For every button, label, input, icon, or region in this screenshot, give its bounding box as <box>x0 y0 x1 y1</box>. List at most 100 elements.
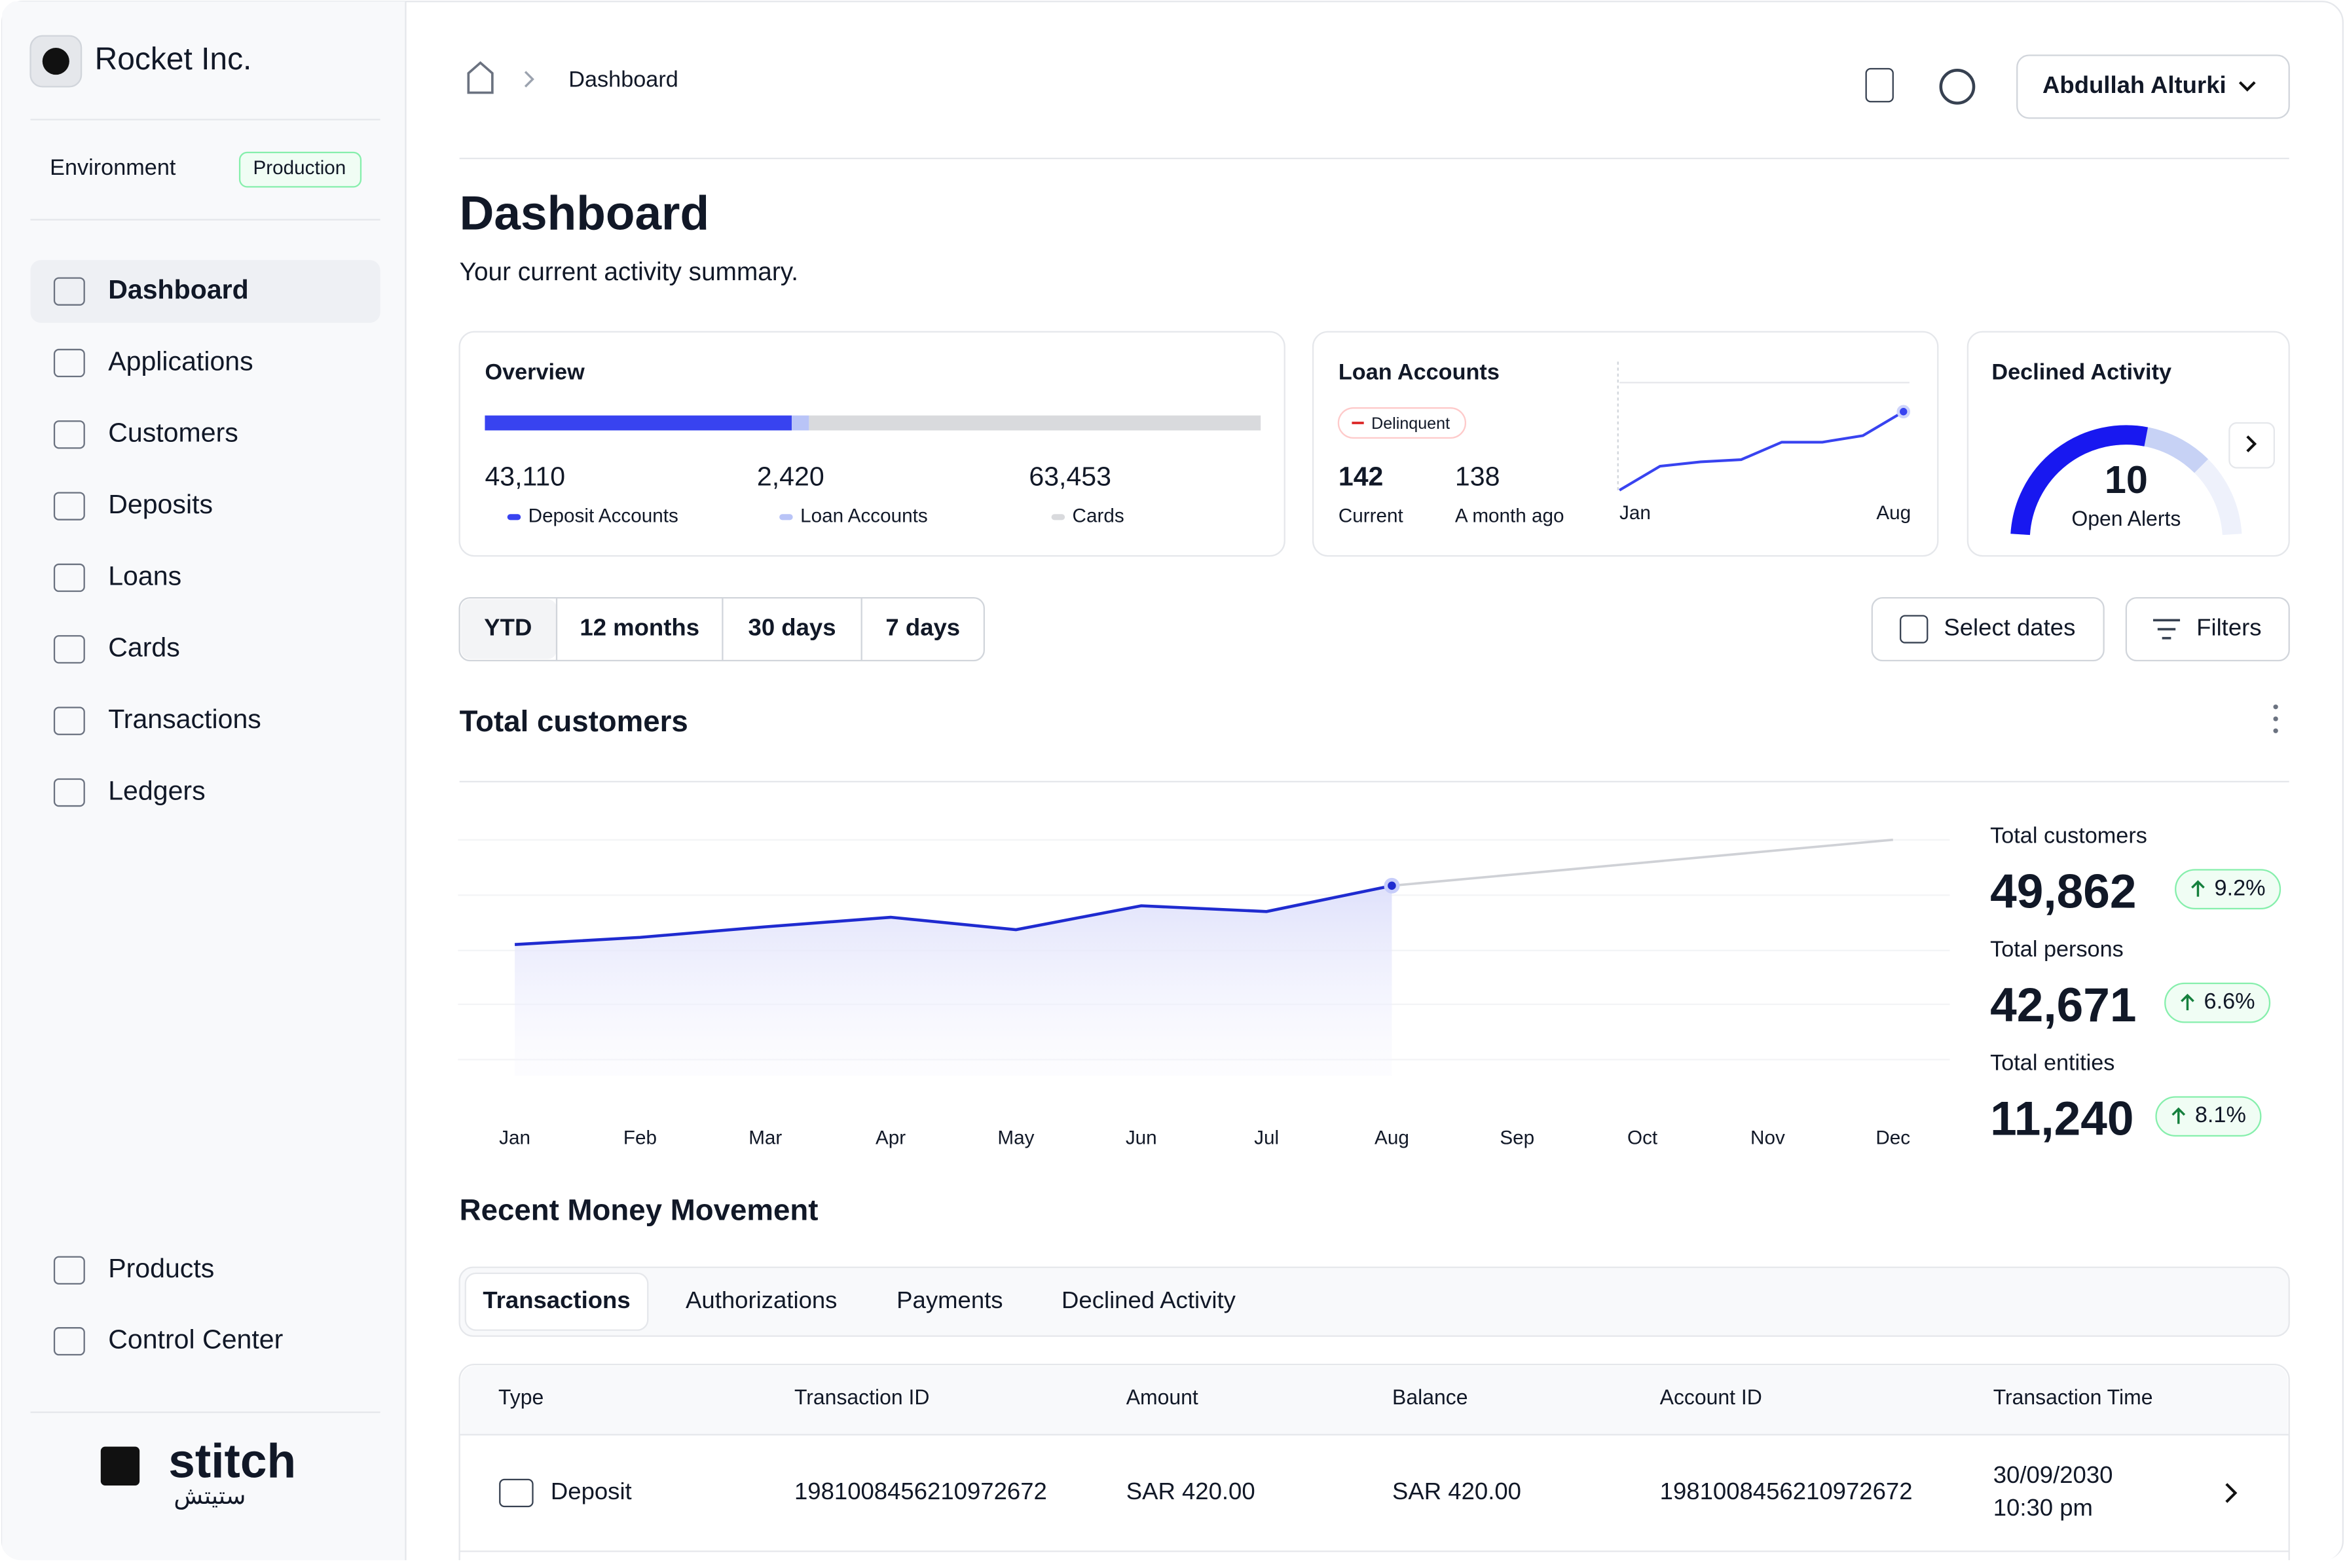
column-header: Transaction Time <box>1993 1385 2153 1409</box>
menu-dot <box>2273 704 2278 710</box>
bar-segment <box>792 415 809 431</box>
page-subtitle: Your current activity summary. <box>460 258 798 286</box>
gauge-value: 10 <box>2105 458 2148 501</box>
x-tick-label: Nov <box>1750 1127 1785 1148</box>
legend-dot <box>1051 514 1065 520</box>
nav-icon <box>53 492 85 520</box>
period-button[interactable]: 30 days <box>748 614 836 641</box>
tab[interactable]: Declined Activity <box>1062 1286 1236 1313</box>
help-icon[interactable] <box>1939 69 1976 105</box>
user-name: Abdullah Alturki <box>2042 71 2226 98</box>
nav-icon <box>53 635 85 664</box>
legend-label: Cards <box>1073 505 1124 527</box>
gauge-arc <box>2010 425 2148 536</box>
nav-item[interactable]: Deposits <box>108 489 213 519</box>
period-button[interactable]: YTD <box>484 614 532 641</box>
nav-item[interactable]: Applications <box>108 346 253 376</box>
legend-label: Loan Accounts <box>800 505 928 527</box>
nav-item[interactable]: Dashboard <box>108 274 249 304</box>
env-value: Production <box>253 157 346 179</box>
date-button[interactable] <box>1871 596 2105 662</box>
chevron <box>2238 81 2256 92</box>
table-head <box>460 1366 2288 1435</box>
nav-item[interactable]: Ledgers <box>108 775 205 805</box>
x-tick-label: May <box>997 1127 1034 1148</box>
row-chevron[interactable] <box>2225 1483 2238 1503</box>
stat-value: 42,671 <box>1990 979 2136 1032</box>
nav-item[interactable]: Products <box>108 1253 214 1283</box>
cell: 1981008456210972672 <box>1660 1478 1913 1504</box>
nav-active <box>30 260 380 323</box>
logo-dot <box>42 48 69 75</box>
label: Declined Activity <box>1991 360 2171 385</box>
label: A month ago <box>1455 505 1564 527</box>
chevron <box>2246 435 2257 452</box>
nav-item[interactable]: Customers <box>108 418 238 448</box>
value: 43,110 <box>485 461 565 491</box>
label: Open Alerts <box>2071 507 2181 530</box>
x-tick-label: Jul <box>1254 1127 1279 1148</box>
stat-label: Total persons <box>1990 937 2124 962</box>
cell: SAR 420.00 <box>1126 1478 1255 1504</box>
home-icon <box>467 61 494 94</box>
legend-label: Deposit Accounts <box>528 505 678 527</box>
calendar-icon <box>1900 615 1929 644</box>
x-tick-label: Feb <box>623 1127 657 1148</box>
filter-button[interactable] <box>2125 596 2290 662</box>
nav-icon <box>53 348 85 378</box>
tab-active <box>464 1272 649 1331</box>
cell: SAR 420.00 <box>1392 1478 1521 1504</box>
change-badge <box>2164 982 2271 1023</box>
change-text: 8.1% <box>2195 1103 2246 1127</box>
stitch-arabic: ستيتش <box>174 1482 246 1510</box>
nav-item[interactable]: Control Center <box>108 1324 283 1355</box>
bar-segment <box>809 415 1261 431</box>
change-text: 9.2% <box>2215 875 2266 900</box>
doc-icon[interactable] <box>1865 67 1894 103</box>
cell: 10:30 pm <box>1993 1494 2093 1521</box>
tab-bar <box>458 1266 2290 1337</box>
column-header: Account ID <box>1660 1385 1762 1409</box>
legend-dot <box>507 514 521 520</box>
area <box>515 885 1392 1076</box>
line <box>514 884 1392 946</box>
x-tick-label: Dec <box>1875 1127 1910 1148</box>
stat-label: Total entities <box>1990 1050 2114 1075</box>
nav-icon <box>53 277 85 306</box>
period-button[interactable]: 7 days <box>885 614 960 641</box>
badge-text: Delinquent <box>1371 414 1450 433</box>
nav-icon <box>53 1327 85 1356</box>
tab[interactable]: Authorizations <box>686 1286 837 1313</box>
column-header: Balance <box>1392 1385 1468 1409</box>
end-point <box>1896 405 1911 419</box>
cell: Deposit <box>551 1478 632 1504</box>
stat-value: 49,862 <box>1990 866 2136 919</box>
user-button[interactable] <box>2016 54 2290 119</box>
menu-dot <box>2273 728 2278 733</box>
period-button[interactable]: 12 months <box>580 614 699 641</box>
page-title: Dashboard <box>460 187 709 240</box>
x-tick-label: Apr <box>876 1127 906 1148</box>
bar-segment <box>485 415 792 431</box>
tab[interactable]: Payments <box>896 1286 1003 1313</box>
nav-item[interactable]: Cards <box>108 632 180 663</box>
up-arrow <box>2171 1107 2186 1124</box>
chevron <box>524 71 534 88</box>
value: 142 <box>1339 461 1384 491</box>
cell: 30/09/2030 <box>1993 1461 2113 1488</box>
nav-item[interactable]: Transactions <box>108 704 261 734</box>
x-tick-label: Oct <box>1627 1127 1658 1148</box>
stat-label: Total customers <box>1990 823 2147 848</box>
tab[interactable]: Transactions <box>483 1286 630 1313</box>
value: 2,420 <box>757 461 824 491</box>
x-tick-label: Mar <box>748 1127 782 1148</box>
nav-item[interactable]: Loans <box>108 560 181 591</box>
section-title: Total customers <box>460 704 688 738</box>
breadcrumb: Dashboard <box>568 67 678 92</box>
period-active <box>460 599 557 659</box>
column-header: Type <box>498 1385 544 1409</box>
change-badge <box>2175 869 2281 910</box>
section-title: Recent Money Movement <box>460 1193 819 1226</box>
label: Loan Accounts <box>1339 360 1500 385</box>
x-tick-label: Jan <box>1619 502 1651 524</box>
